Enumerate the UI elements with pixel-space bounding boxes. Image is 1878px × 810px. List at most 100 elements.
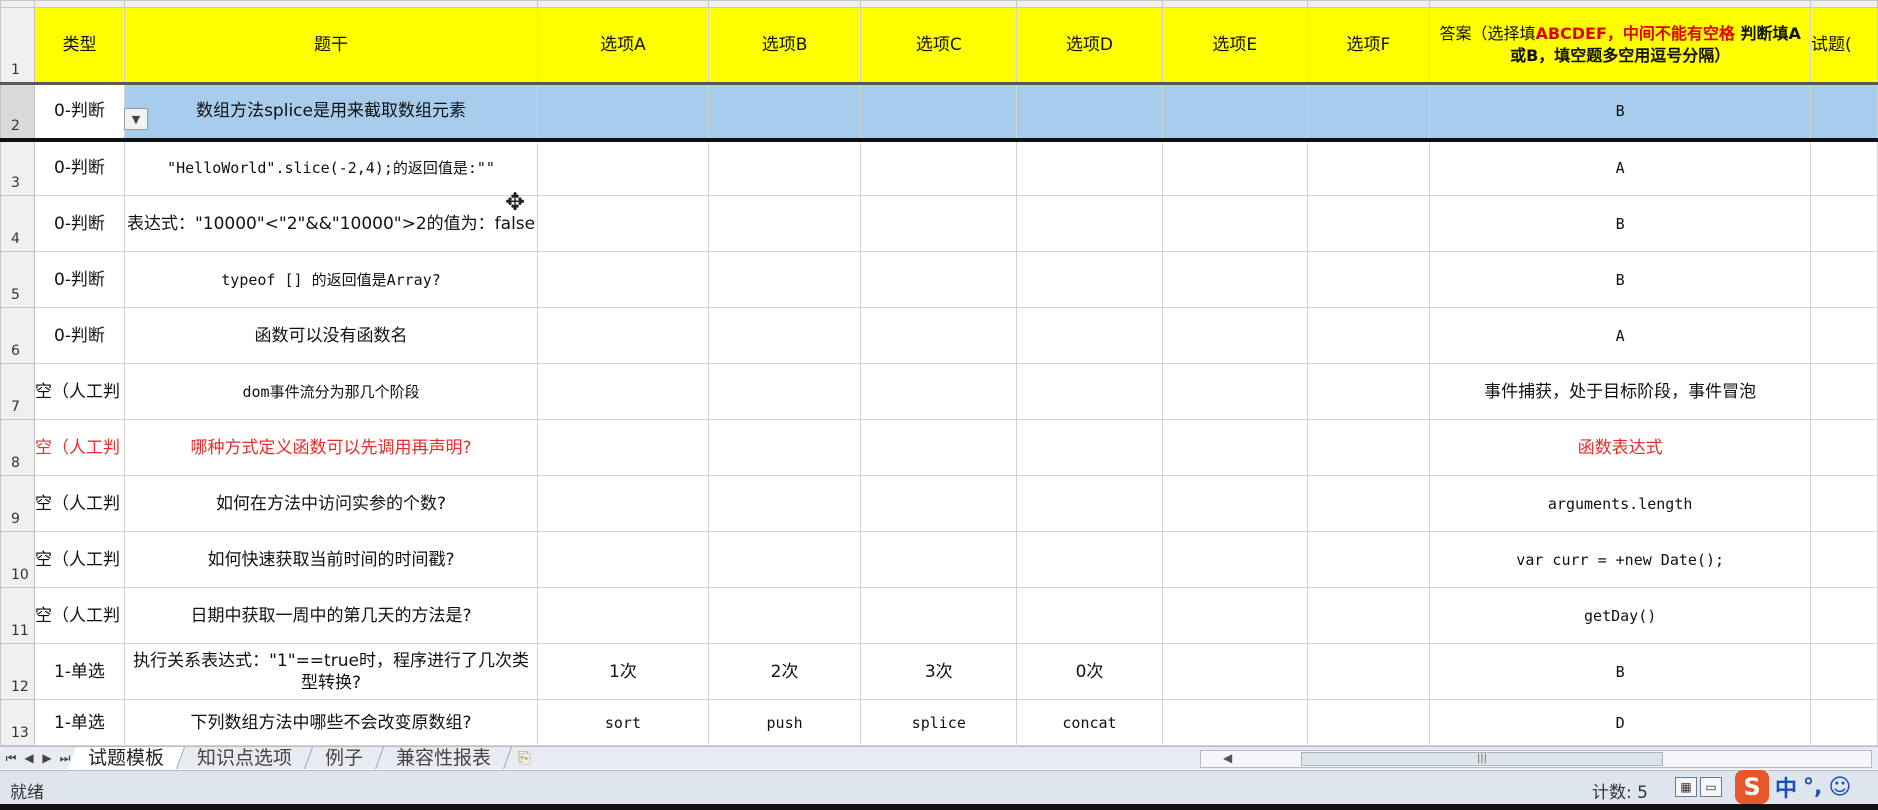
- cell-option-c[interactable]: 3次: [860, 643, 1018, 700]
- cell-option-e[interactable]: [1161, 363, 1308, 420]
- sheet-tab-template[interactable]: 试题模板: [67, 747, 186, 769]
- cell-option-c[interactable]: [860, 587, 1018, 644]
- cell-option-a[interactable]: [537, 587, 709, 644]
- cell-option-f[interactable]: [1306, 307, 1431, 364]
- row-number[interactable]: 4: [0, 195, 35, 252]
- table-row[interactable]: 8 空（人工判 哪种方式定义函数可以先调用再声明? 函数表达式: [0, 419, 1878, 476]
- cell-score[interactable]: [1810, 251, 1878, 308]
- cell-option-b[interactable]: push: [707, 699, 862, 746]
- cell-option-a[interactable]: [537, 251, 709, 308]
- header-row[interactable]: 1 类型 题干 选项A 选项B 选项C 选项D 选项E 选项F 答案（选择填AB…: [0, 7, 1878, 85]
- table-row[interactable]: 11 空（人工判 日期中获取一周中的第几天的方法是? getDay(): [0, 587, 1878, 644]
- cell-option-f[interactable]: [1306, 643, 1431, 700]
- cell-stem[interactable]: 表达式："10000"<"2"&&"10000">2的值为：false: [123, 195, 539, 252]
- cell-stem[interactable]: 数组方法splice是用来截取数组元素: [123, 83, 539, 142]
- ime-punctuation-icon[interactable]: °,: [1803, 774, 1823, 800]
- cell-option-a[interactable]: [537, 531, 709, 588]
- cell-answer[interactable]: B: [1429, 83, 1811, 142]
- scrollbar-thumb[interactable]: |||: [1301, 752, 1663, 766]
- header-option-f[interactable]: 选项F: [1306, 7, 1431, 85]
- cell-option-b[interactable]: [707, 307, 862, 364]
- cell-stem[interactable]: 如何快速获取当前时间的时间戳?: [123, 531, 539, 588]
- cell-answer[interactable]: arguments.length: [1429, 475, 1811, 532]
- header-option-c[interactable]: 选项C: [860, 7, 1018, 85]
- prev-sheet-icon[interactable]: ◀: [24, 751, 34, 765]
- cell-option-d[interactable]: [1016, 139, 1163, 196]
- cell-option-d[interactable]: [1016, 307, 1163, 364]
- cell-option-b[interactable]: [707, 419, 862, 476]
- cell-option-c[interactable]: splice: [860, 699, 1018, 746]
- cell-option-d[interactable]: [1016, 195, 1163, 252]
- cell-option-a[interactable]: [537, 419, 709, 476]
- cell-option-b[interactable]: [707, 531, 862, 588]
- first-sheet-icon[interactable]: ⏮: [5, 750, 17, 765]
- cell-stem[interactable]: 下列数组方法中哪些不会改变原数组?: [123, 699, 539, 746]
- cell-answer[interactable]: A: [1429, 307, 1811, 364]
- table-row[interactable]: 5 0-判断 typeof [] 的返回值是Array? B: [0, 251, 1878, 308]
- header-type[interactable]: 类型: [33, 7, 125, 85]
- cell-option-a[interactable]: 1次: [537, 643, 709, 700]
- cell-option-f[interactable]: [1306, 699, 1431, 746]
- cell-type[interactable]: 空（人工判: [33, 587, 125, 644]
- cell-option-f[interactable]: [1306, 195, 1431, 252]
- cell-option-c[interactable]: [860, 139, 1018, 196]
- table-row[interactable]: 6 0-判断 函数可以没有函数名 A: [0, 307, 1878, 364]
- cell-score[interactable]: [1810, 419, 1878, 476]
- dropdown-arrow-icon[interactable]: ▼: [124, 108, 148, 130]
- cell-stem[interactable]: 函数可以没有函数名: [123, 307, 539, 364]
- cell-option-c[interactable]: [860, 251, 1018, 308]
- cell-answer[interactable]: 事件捕获，处于目标阶段，事件冒泡: [1429, 363, 1811, 420]
- cell-score[interactable]: [1810, 643, 1878, 700]
- cell-option-c[interactable]: [860, 531, 1018, 588]
- cell-option-b[interactable]: [707, 195, 862, 252]
- cell-type[interactable]: 空（人工判: [33, 363, 125, 420]
- cell-option-b[interactable]: [707, 475, 862, 532]
- cell-option-b[interactable]: [707, 251, 862, 308]
- cell-score[interactable]: [1810, 363, 1878, 420]
- cell-option-e[interactable]: [1161, 643, 1308, 700]
- cell-option-f[interactable]: [1306, 363, 1431, 420]
- cell-type[interactable]: 1-单选: [33, 643, 125, 700]
- cell-stem[interactable]: typeof [] 的返回值是Array?: [123, 251, 539, 308]
- cell-answer[interactable]: B: [1429, 251, 1811, 308]
- sheet-tab-knowledge[interactable]: 知识点选项: [177, 747, 314, 769]
- row-number[interactable]: 12: [0, 643, 35, 700]
- cell-option-f[interactable]: [1306, 587, 1431, 644]
- cell-option-e[interactable]: [1161, 475, 1308, 532]
- cell-option-c[interactable]: [860, 363, 1018, 420]
- cell-score[interactable]: [1810, 307, 1878, 364]
- cell-score[interactable]: [1810, 139, 1878, 196]
- table-row[interactable]: 13 1-单选 下列数组方法中哪些不会改变原数组? sort push splice con…: [0, 699, 1878, 746]
- cell-score[interactable]: [1810, 587, 1878, 644]
- scroll-left-icon[interactable]: ◀: [1223, 751, 1233, 765]
- cell-type[interactable]: 空（人工判: [33, 531, 125, 588]
- row-number[interactable]: 9: [0, 475, 35, 532]
- table-row[interactable]: 10 空（人工判 如何快速获取当前时间的时间戳? var curr = +new Da…: [0, 531, 1878, 588]
- table-row[interactable]: 4 0-判断 表达式："10000"<"2"&&"10000">2的值为：false…: [0, 195, 1878, 252]
- row-number[interactable]: 7: [0, 363, 35, 420]
- cell-option-c[interactable]: [860, 419, 1018, 476]
- table-row[interactable]: 3 0-判断 "HelloWorld".slice(-2,4);的返回值是:"" A: [0, 139, 1878, 196]
- cell-option-d[interactable]: [1016, 419, 1163, 476]
- table-row[interactable]: 7 空（人工判 dom事件流分为那几个阶段 事件捕获，处于目标阶段，事件冒泡: [0, 363, 1878, 420]
- cell-option-b[interactable]: [707, 139, 862, 196]
- cell-option-c[interactable]: [860, 83, 1018, 142]
- row-number[interactable]: 3: [0, 139, 35, 196]
- cell-option-a[interactable]: sort: [537, 699, 709, 746]
- cell-answer[interactable]: 函数表达式: [1429, 419, 1811, 476]
- cell-answer[interactable]: A: [1429, 139, 1811, 196]
- cell-stem[interactable]: dom事件流分为那几个阶段: [123, 363, 539, 420]
- ime-emoji-icon[interactable]: ☺: [1828, 774, 1852, 800]
- cell-stem[interactable]: 执行关系表达式："1"==true时，程序进行了几次类型转换?: [123, 643, 539, 700]
- row-number[interactable]: 6: [0, 307, 35, 364]
- cell-option-d[interactable]: [1016, 251, 1163, 308]
- row-number[interactable]: 8: [0, 419, 35, 476]
- cell-stem[interactable]: "HelloWorld".slice(-2,4);的返回值是:"": [123, 139, 539, 196]
- cell-score[interactable]: [1810, 699, 1878, 746]
- sheet-tab-examples[interactable]: 例子: [305, 747, 385, 769]
- table-row[interactable]: 9 空（人工判 如何在方法中访问实参的个数? arguments.length: [0, 475, 1878, 532]
- header-stem[interactable]: 题干: [123, 7, 539, 85]
- cell-option-d[interactable]: [1016, 83, 1163, 142]
- cell-option-b[interactable]: [707, 83, 862, 142]
- cell-score[interactable]: [1810, 531, 1878, 588]
